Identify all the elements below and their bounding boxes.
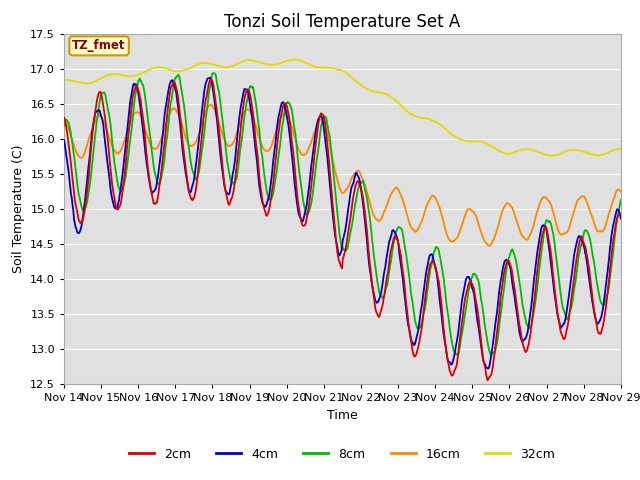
X-axis label: Time: Time: [327, 408, 358, 421]
Y-axis label: Soil Temperature (C): Soil Temperature (C): [12, 144, 25, 273]
Text: TZ_fmet: TZ_fmet: [72, 39, 126, 52]
Legend: 2cm, 4cm, 8cm, 16cm, 32cm: 2cm, 4cm, 8cm, 16cm, 32cm: [124, 443, 561, 466]
Title: Tonzi Soil Temperature Set A: Tonzi Soil Temperature Set A: [224, 12, 461, 31]
